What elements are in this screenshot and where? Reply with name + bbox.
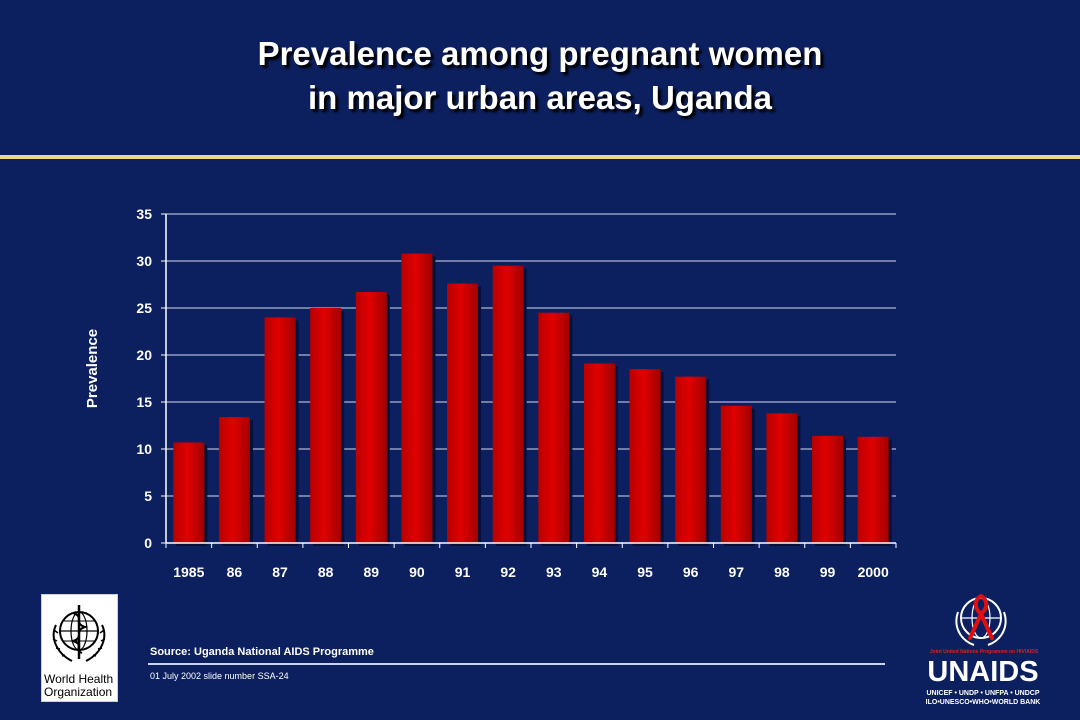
- x-tick-label: 87: [272, 564, 288, 580]
- x-tick-label: 91: [455, 564, 471, 580]
- x-tick-label: 97: [729, 564, 745, 580]
- x-tick-label: 90: [409, 564, 425, 580]
- x-tick-label: 86: [227, 564, 243, 580]
- who-logo-text: World Health Organization: [44, 672, 114, 699]
- unaids-partners: UNICEF • UNDP • UNFPA • UNDCP ILO•UNESCO…: [925, 690, 1041, 706]
- x-tick-label: 92: [500, 564, 516, 580]
- y-tick-label: 15: [136, 394, 152, 410]
- bar: [857, 436, 889, 543]
- x-tick-label: 96: [683, 564, 699, 580]
- source-divider: [148, 663, 885, 665]
- x-tick-label: 98: [774, 564, 790, 580]
- bar: [264, 317, 296, 543]
- bar: [310, 308, 342, 543]
- y-tick-label: 30: [136, 253, 152, 269]
- slide-number-note: 01 July 2002 slide number SSA-24: [150, 671, 289, 681]
- source-note: Source: Uganda National AIDS Programme: [150, 646, 374, 658]
- bar: [538, 312, 570, 543]
- bar: [629, 369, 661, 543]
- bar: [720, 405, 752, 543]
- who-logo: World Health Organization: [41, 594, 118, 702]
- slide-title: Prevalence among pregnant women in major…: [0, 32, 1080, 120]
- who-emblem-icon: [52, 605, 106, 662]
- x-tick-label: 95: [637, 564, 653, 580]
- unaids-emblem-icon: [955, 593, 1007, 646]
- x-tick-label: 93: [546, 564, 562, 580]
- x-tick-label: 94: [592, 564, 608, 580]
- unaids-tagline: Joint United Nations Programme on HIV/AI…: [929, 649, 1039, 655]
- y-axis-label: Prevalence: [84, 329, 101, 408]
- x-tick-label: 99: [820, 564, 836, 580]
- bar: [812, 435, 844, 543]
- bar-chart: 0 5 10 15 20 25 30 35 1985 86 87 88 89 90 91 92 93 94 95 96…: [84, 206, 897, 580]
- unaids-name: UNAIDS: [927, 656, 1039, 688]
- y-tick-label: 10: [136, 441, 152, 457]
- x-tick-label: 1985: [173, 564, 204, 580]
- y-tick-label: 20: [136, 347, 152, 363]
- bar: [173, 442, 205, 543]
- bar: [492, 265, 524, 543]
- bar: [447, 283, 479, 543]
- bar: [766, 413, 798, 543]
- bar: [401, 253, 433, 544]
- slide-title-line-1: Prevalence among pregnant women: [257, 35, 823, 72]
- y-tick-label: 5: [144, 488, 152, 504]
- x-tick-label: 89: [364, 564, 380, 580]
- y-tick-label: 25: [136, 300, 152, 316]
- bar: [583, 363, 615, 543]
- y-tick-label: 0: [144, 535, 152, 551]
- x-tick-label: 2000: [858, 564, 889, 580]
- y-tick-label: 35: [136, 206, 152, 222]
- bar: [355, 292, 387, 543]
- bar: [218, 417, 250, 543]
- title-divider: [0, 155, 1080, 159]
- slide-title-line-2: in major urban areas, Uganda: [308, 79, 772, 116]
- x-tick-label: 88: [318, 564, 334, 580]
- bar: [675, 376, 707, 543]
